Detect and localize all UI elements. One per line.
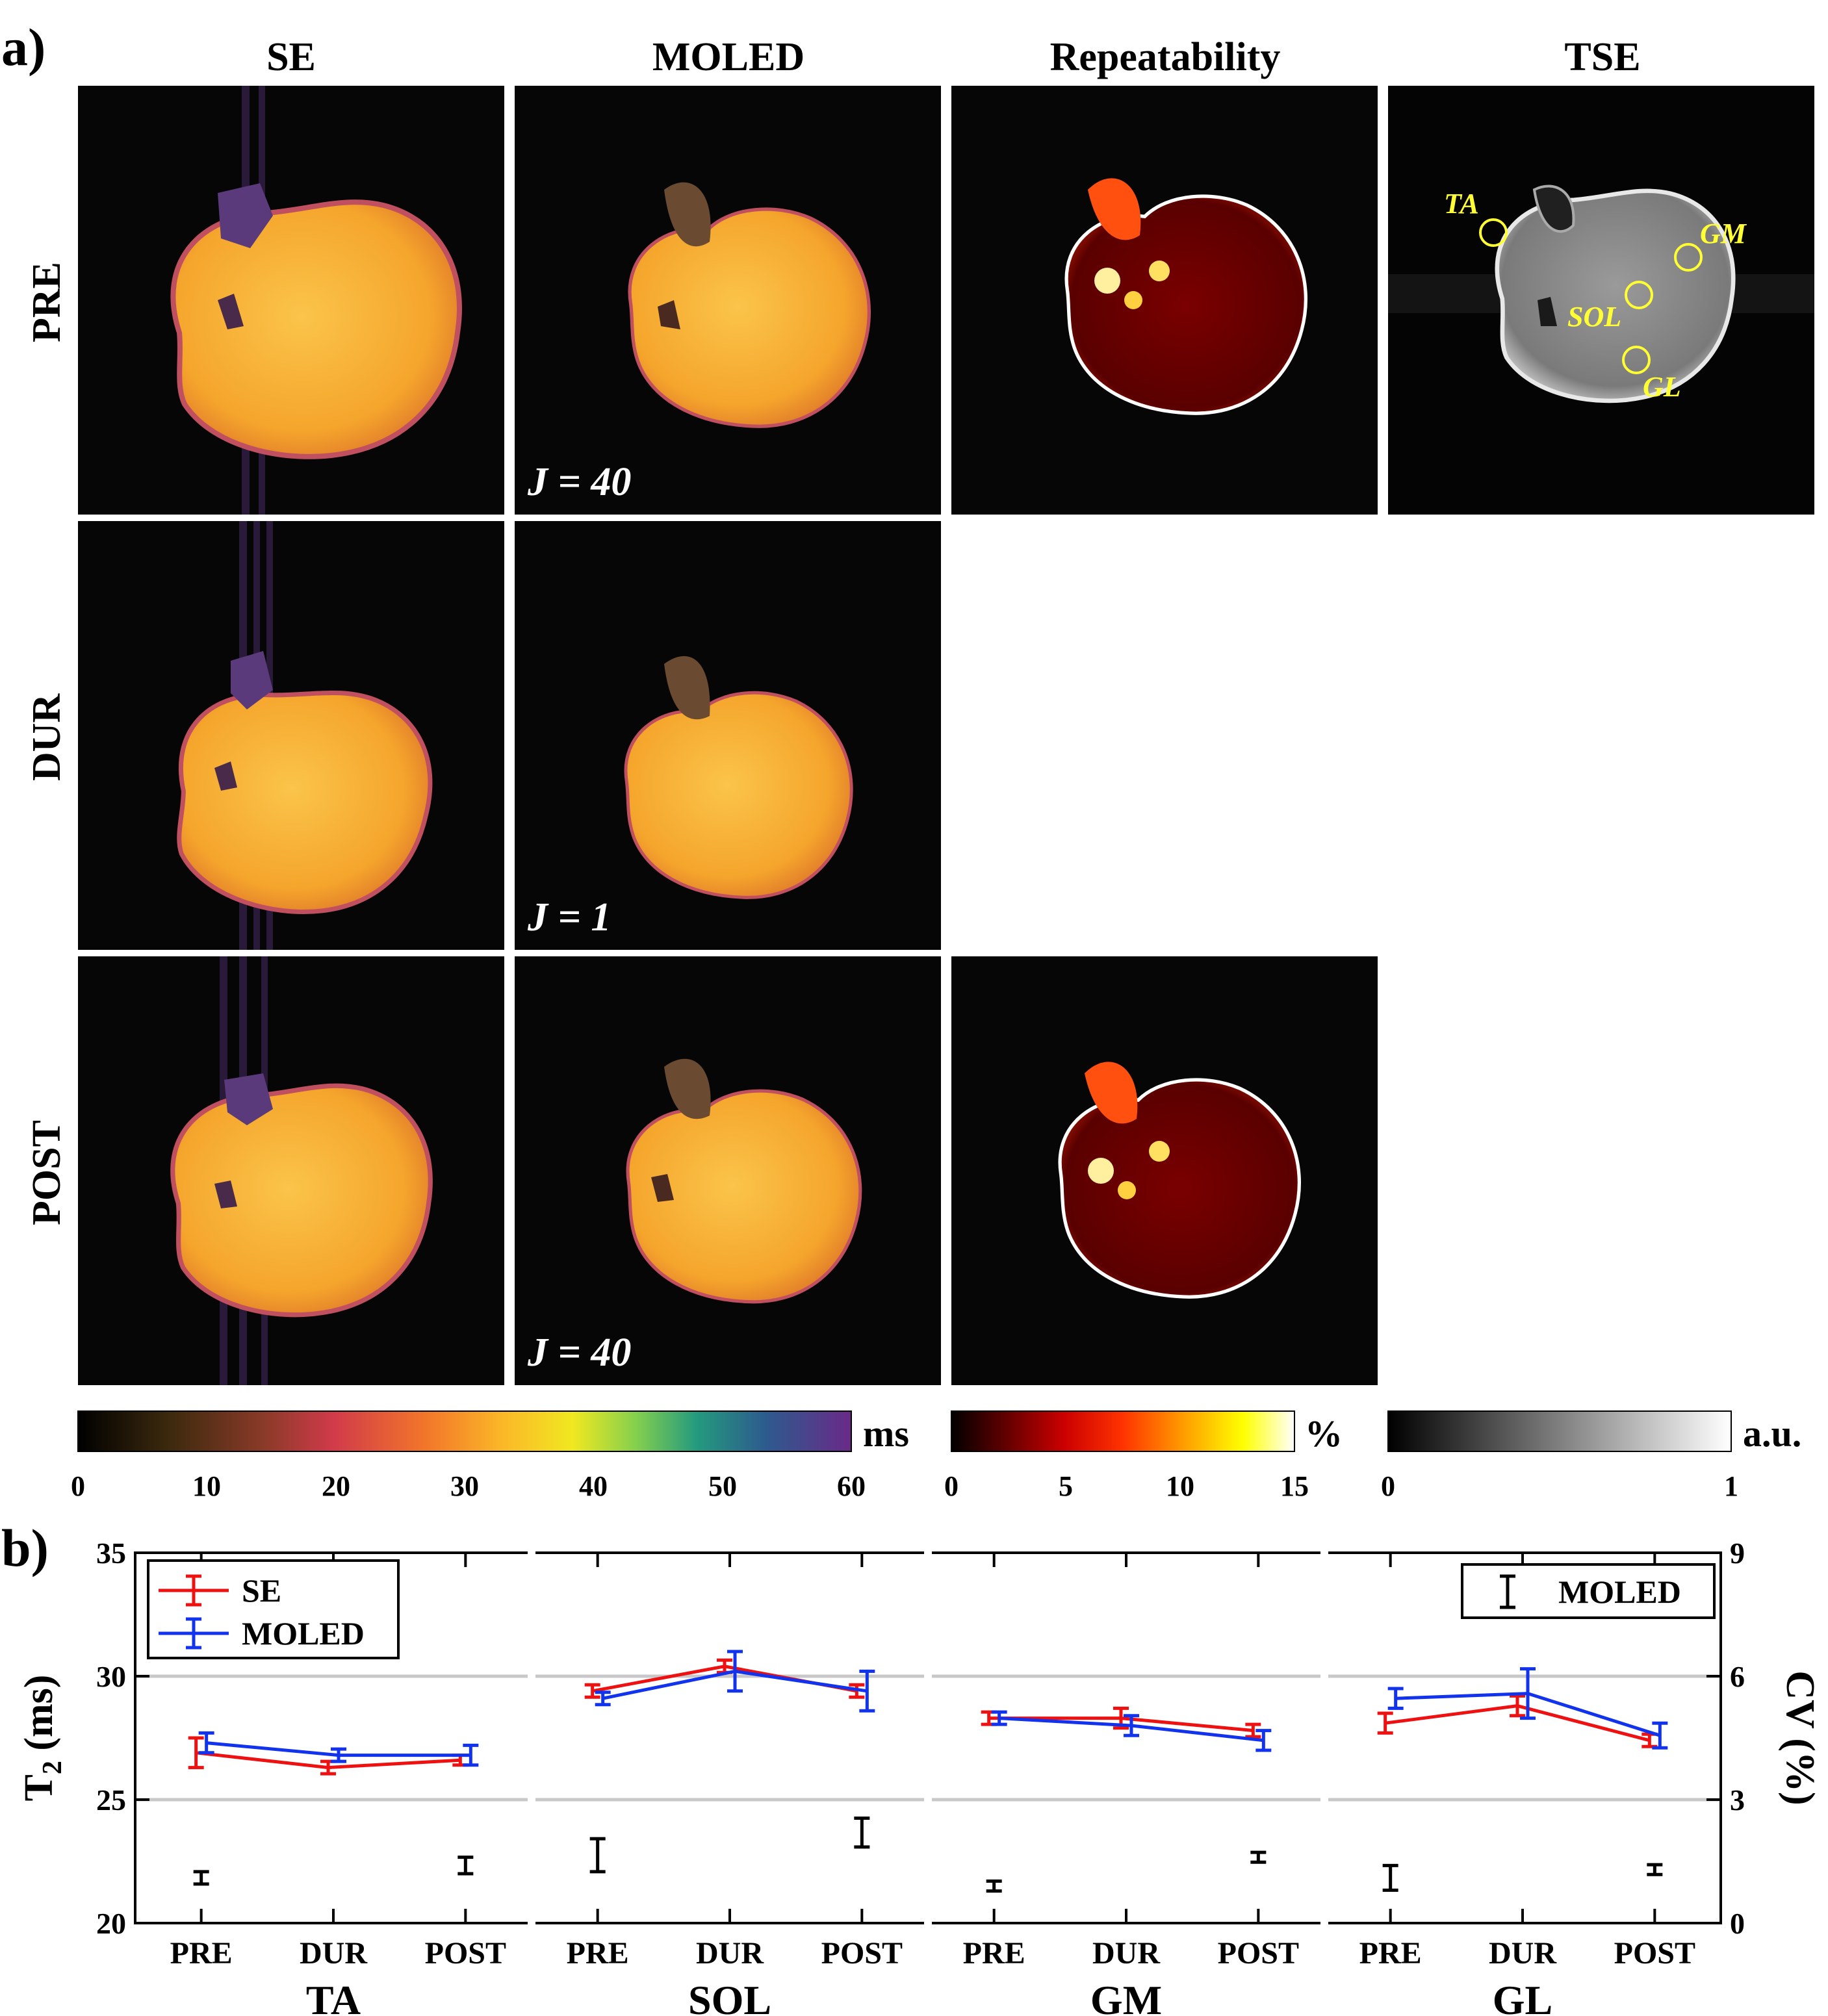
colorbar-tick: 50 <box>708 1470 737 1502</box>
x-tick-label: PRE <box>170 1936 233 1971</box>
colorbar-percent: % 0 5 10 15 <box>944 1410 1343 1502</box>
group-label-gm: GM <box>1090 1977 1162 2016</box>
panel-b-label: b) <box>1 1518 49 1577</box>
x-tick-label: PRE <box>567 1936 629 1971</box>
colorbar-tick: 5 <box>1059 1470 1073 1502</box>
x-tick-label: POST <box>1218 1936 1299 1971</box>
roi-label-ta: TA <box>1444 188 1479 220</box>
roi-label-gm: GM <box>1700 218 1747 249</box>
image-repeatability-post <box>951 956 1378 1385</box>
y-tick-label: 20 <box>96 1907 126 1940</box>
y-tick-label: 30 <box>96 1660 126 1693</box>
image-moled-pre: J = 40 <box>515 86 941 515</box>
roi-label-gl: GL <box>1643 371 1681 403</box>
colorbar-tick: 15 <box>1280 1470 1309 1502</box>
y2-tick-label: 9 <box>1730 1537 1745 1570</box>
legend-cv: MOLED <box>1461 1563 1716 1619</box>
image-se-dur <box>78 521 504 950</box>
colorbar-tick: 40 <box>579 1470 608 1502</box>
colorbar-tick: 10 <box>192 1470 221 1502</box>
y2-tick-label: 3 <box>1730 1783 1745 1817</box>
colorbar-tick: 30 <box>450 1470 479 1502</box>
group-label-sol: SOL <box>688 1977 771 2016</box>
roi-label-sol: SOL <box>1567 301 1621 333</box>
x-tick-label: DUR <box>696 1936 764 1971</box>
roi-circles <box>1479 218 1703 374</box>
j-label-post: J = 40 <box>527 1331 631 1375</box>
x-tick-label: POST <box>1614 1936 1695 1971</box>
y-tick-label: 35 <box>96 1537 126 1570</box>
image-moled-post: J = 40 <box>515 956 941 1385</box>
colorbar-tick: 60 <box>837 1470 866 1502</box>
col-header-moled: MOLED <box>652 35 805 79</box>
colorbar-tick: 10 <box>1166 1470 1194 1502</box>
legend-cv-entry: MOLED <box>1558 1574 1681 1610</box>
x-tick-label: PRE <box>963 1936 1025 1971</box>
colorbar-ms: ms 0 10 20 30 40 50 60 <box>71 1410 909 1502</box>
col-header-tse: TSE <box>1564 35 1640 79</box>
x-tick-label: DUR <box>300 1936 368 1971</box>
y2-axis-label: CV (%) <box>1778 1670 1822 1805</box>
image-moled-dur: J = 1 <box>515 521 941 950</box>
group-label-ta: TA <box>306 1977 361 2016</box>
col-header-repeatability: Repeatability <box>1050 35 1281 79</box>
row-header-post: POST <box>25 1120 69 1225</box>
x-tick-label: POST <box>425 1936 506 1971</box>
colorbar-tick: 1 <box>1724 1470 1738 1502</box>
colorbar-au: a.u. 0 1 <box>1381 1410 1801 1502</box>
col-header-se: SE <box>266 35 316 79</box>
y2-tick-label: 0 <box>1730 1907 1745 1940</box>
chart-panel-b: 20 25 30 35 0 3 6 9 T2 (ms) CV (%) PRE DUR POST TA PRE… <box>17 1537 1822 2016</box>
image-se-post <box>78 956 504 1385</box>
image-se-pre <box>78 86 504 515</box>
j-label-pre: J = 40 <box>527 460 631 504</box>
j-label-dur: J = 1 <box>527 895 611 939</box>
x-tick-label: POST <box>821 1936 903 1971</box>
legend: SE MOLED <box>147 1559 400 1659</box>
y-tick-label: 25 <box>96 1783 126 1817</box>
colorbar-tick: 20 <box>322 1470 350 1502</box>
colorbar-tick: 0 <box>71 1470 85 1502</box>
y-axis-label: T2 (ms) <box>17 1675 68 1802</box>
colorbar-unit-au: a.u. <box>1743 1412 1801 1455</box>
x-tick-label: PRE <box>1359 1936 1422 1971</box>
legend-entry: MOLED <box>242 1615 365 1652</box>
colorbar-unit-percent: % <box>1305 1412 1343 1455</box>
legend-entry: SE <box>242 1572 281 1609</box>
image-tse-pre: TA GM SOL GL <box>1388 86 1814 515</box>
colorbar-unit-ms: ms <box>863 1412 909 1455</box>
group-label-gl: GL <box>1493 1977 1552 2016</box>
row-header-dur: DUR <box>25 693 69 782</box>
x-tick-label: DUR <box>1489 1936 1557 1971</box>
image-repeatability-pre <box>951 86 1378 515</box>
panel-a-label: a) <box>1 18 45 77</box>
x-tick-label: DUR <box>1092 1936 1161 1971</box>
row-header-pre: PRE <box>25 262 69 342</box>
colorbar-tick: 0 <box>1381 1470 1395 1502</box>
y2-tick-label: 6 <box>1730 1660 1745 1693</box>
colorbar-tick: 0 <box>944 1470 959 1502</box>
